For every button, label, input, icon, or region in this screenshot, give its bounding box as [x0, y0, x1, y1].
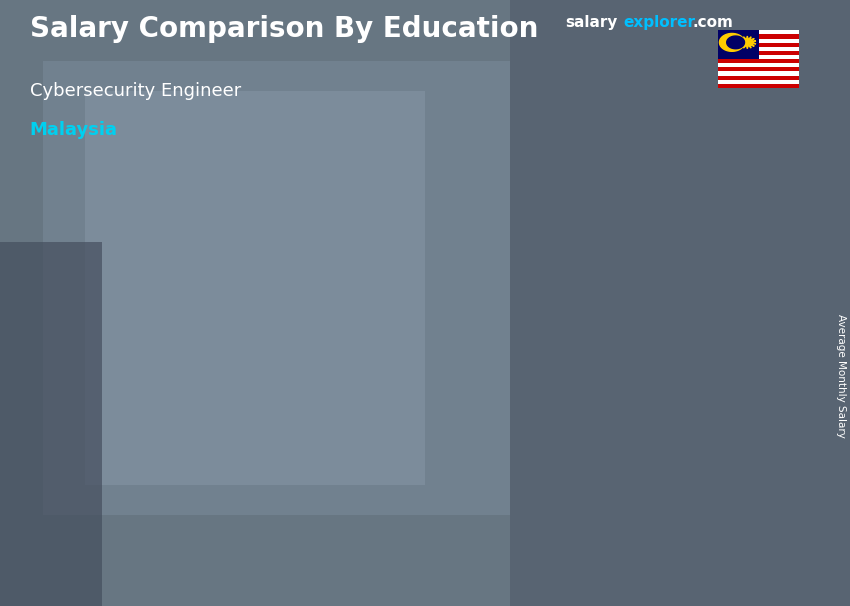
Bar: [718, 79, 799, 84]
Text: explorer: explorer: [623, 15, 695, 30]
Polygon shape: [456, 350, 534, 545]
Polygon shape: [739, 36, 756, 48]
Text: Salary Comparison By Education: Salary Comparison By Education: [30, 15, 538, 43]
Polygon shape: [360, 396, 372, 545]
Polygon shape: [108, 415, 198, 424]
Bar: [718, 63, 799, 67]
Text: 5,020 MYR: 5,020 MYR: [272, 385, 343, 398]
Bar: [718, 55, 799, 59]
Text: .com: .com: [693, 15, 734, 30]
Text: +29%: +29%: [533, 211, 596, 231]
Polygon shape: [534, 340, 546, 545]
Bar: [718, 72, 799, 76]
Bar: [718, 76, 799, 79]
Bar: [718, 42, 799, 47]
Text: 4,360 MYR: 4,360 MYR: [91, 404, 162, 416]
Text: Cybersecurity Engineer: Cybersecurity Engineer: [30, 82, 241, 100]
Text: 9,080 MYR: 9,080 MYR: [631, 273, 701, 285]
Polygon shape: [186, 415, 198, 545]
Text: +15%: +15%: [193, 308, 257, 327]
Bar: [85, 91, 425, 485]
Bar: [718, 67, 799, 72]
Text: Malaysia: Malaysia: [30, 121, 118, 139]
Bar: [718, 30, 799, 35]
Bar: [42, 61, 510, 515]
Text: 7,050 MYR: 7,050 MYR: [451, 329, 522, 342]
Bar: [718, 39, 799, 42]
Polygon shape: [281, 406, 360, 545]
Bar: [718, 59, 799, 63]
Polygon shape: [727, 36, 745, 48]
Polygon shape: [281, 396, 372, 406]
Bar: [718, 84, 799, 88]
Polygon shape: [630, 293, 708, 545]
Polygon shape: [108, 424, 186, 545]
Polygon shape: [630, 284, 720, 293]
Bar: [510, 0, 850, 606]
Bar: [0, 242, 102, 606]
Text: Average Monthly Salary: Average Monthly Salary: [836, 314, 846, 438]
Polygon shape: [719, 33, 745, 52]
Bar: [718, 30, 758, 59]
Bar: [718, 35, 799, 39]
Text: salary: salary: [565, 15, 618, 30]
Bar: [718, 51, 799, 55]
Polygon shape: [708, 284, 720, 545]
Polygon shape: [456, 340, 546, 350]
Text: +41%: +41%: [367, 257, 431, 276]
Bar: [718, 47, 799, 51]
